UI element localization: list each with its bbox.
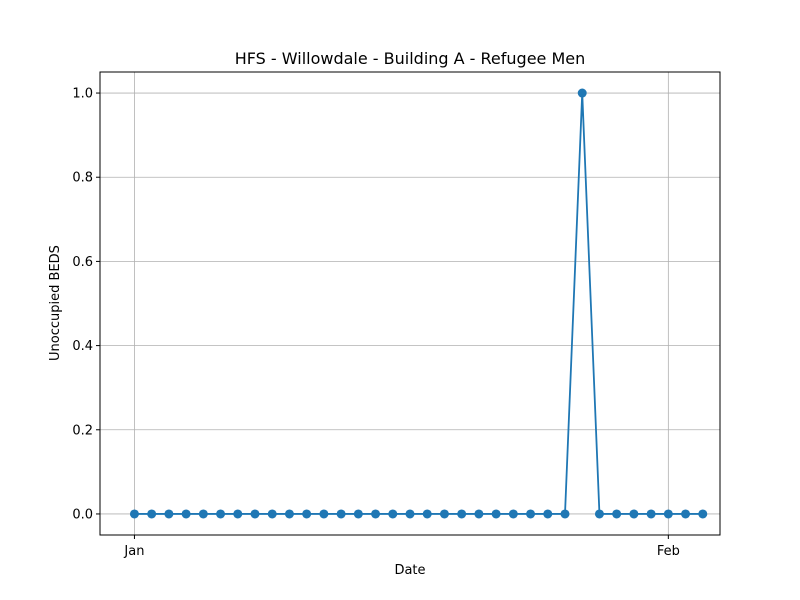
data-point	[646, 509, 656, 519]
data-point	[181, 509, 191, 519]
data-point	[612, 509, 622, 519]
plot-frame	[99, 71, 721, 536]
data-point	[526, 509, 536, 519]
data-point	[284, 509, 294, 519]
y-tick-label: 0.2	[72, 423, 93, 438]
x-axis-label: Date	[394, 563, 425, 578]
y-tick-label: 0.4	[72, 339, 93, 354]
data-point	[371, 509, 381, 519]
grid	[100, 72, 720, 535]
data-point	[336, 509, 346, 519]
data-point	[405, 509, 415, 519]
data-point	[353, 509, 363, 519]
data-point	[698, 509, 708, 519]
data-point	[147, 509, 157, 519]
series-line	[134, 93, 703, 515]
data-point	[319, 509, 329, 519]
x-tick-label: Feb	[657, 544, 680, 559]
ticks: 0.0 0.2 0.4 0.6 0.8 1.0 Jan Feb	[72, 87, 680, 559]
data-point	[216, 509, 226, 519]
data-point	[233, 509, 243, 519]
data-point	[508, 509, 518, 519]
data-point	[388, 509, 398, 519]
y-tick-label: 0.6	[72, 255, 93, 270]
data-point	[422, 509, 432, 519]
data-point	[164, 509, 174, 519]
data-point	[577, 88, 587, 98]
data-point	[663, 509, 673, 519]
x-tick-label: Jan	[123, 544, 144, 559]
data-point	[457, 509, 467, 519]
data-point	[543, 509, 553, 519]
data-point	[302, 509, 312, 519]
y-tick-label: 0.0	[72, 507, 93, 522]
data-point	[250, 509, 260, 519]
y-axis-label: Unoccupied BEDS	[48, 245, 63, 361]
data-point	[560, 509, 570, 519]
data-point	[629, 509, 639, 519]
data-point	[474, 509, 484, 519]
data-point	[198, 509, 208, 519]
data-point	[267, 509, 277, 519]
y-tick-label: 0.8	[72, 171, 93, 186]
data-point	[129, 509, 139, 519]
series-layer	[129, 88, 708, 519]
chart-title: HFS - Willowdale - Building A - Refugee …	[235, 49, 586, 68]
data-point	[594, 509, 604, 519]
data-point	[439, 509, 449, 519]
data-point	[491, 509, 501, 519]
y-tick-label: 1.0	[72, 87, 93, 102]
data-point	[681, 509, 691, 519]
